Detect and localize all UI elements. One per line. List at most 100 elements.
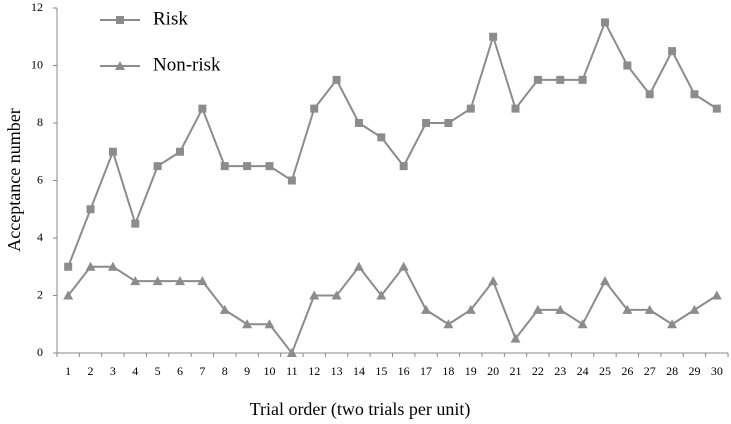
x-tick-label: 29 — [688, 364, 700, 378]
x-tick-label: 20 — [487, 364, 499, 378]
x-tick-label: 10 — [263, 364, 275, 378]
data-point — [422, 119, 431, 127]
x-tick-label: 15 — [375, 364, 387, 378]
data-point — [510, 333, 521, 343]
data-point — [711, 290, 722, 300]
data-point — [85, 261, 96, 271]
x-tick-label: 9 — [244, 364, 250, 378]
y-tick-label: 10 — [31, 57, 43, 71]
data-point — [511, 104, 520, 113]
data-point — [153, 162, 162, 171]
x-tick-label: 19 — [465, 364, 477, 378]
data-point — [354, 119, 363, 127]
y-tick-label: 12 — [31, 0, 43, 14]
x-tick-label: 11 — [286, 364, 298, 378]
series-line — [67, 264, 718, 356]
data-point — [600, 18, 609, 27]
data-point — [465, 304, 476, 314]
data-point — [399, 162, 408, 171]
legend-label: Risk — [153, 8, 188, 29]
data-point — [622, 304, 633, 314]
data-point — [644, 304, 655, 314]
x-tick-label: 16 — [398, 364, 410, 378]
x-tick-label: 4 — [132, 364, 138, 378]
x-tick-label: 27 — [644, 364, 656, 378]
y-tick-label: 4 — [37, 230, 43, 244]
data-point — [198, 104, 207, 113]
data-point — [376, 290, 387, 300]
x-tick-label: 26 — [621, 364, 633, 378]
data-point — [578, 75, 587, 84]
x-tick-label: 13 — [331, 364, 343, 378]
data-point — [152, 276, 163, 286]
x-tick-label: 17 — [420, 364, 432, 378]
data-point — [398, 261, 409, 271]
data-point — [489, 32, 498, 41]
data-point — [533, 75, 542, 84]
data-point — [176, 147, 185, 156]
data-point — [599, 276, 610, 286]
data-point — [197, 276, 208, 286]
data-point — [488, 276, 499, 286]
x-tick-label: 25 — [599, 364, 611, 378]
x-tick-label: 8 — [222, 364, 228, 378]
data-point — [220, 162, 229, 171]
x-tick-label: 6 — [177, 364, 183, 378]
x-tick-label: 23 — [554, 364, 566, 378]
data-point — [421, 304, 432, 314]
x-axis-title: Trial order (two trials per unit) — [250, 399, 471, 420]
data-point — [668, 47, 677, 56]
y-tick-label: 2 — [37, 287, 43, 301]
data-point — [667, 319, 678, 329]
data-point — [108, 147, 117, 156]
data-point — [63, 290, 74, 300]
x-tick-label: 2 — [88, 364, 94, 378]
x-tick-label: 18 — [442, 364, 454, 378]
x-tick-label: 14 — [353, 364, 365, 378]
x-tick-label: 24 — [577, 364, 589, 378]
data-point — [532, 304, 543, 314]
x-tick-label: 28 — [666, 364, 678, 378]
data-point — [219, 304, 230, 314]
y-tick-label: 0 — [37, 345, 43, 359]
data-point — [310, 104, 319, 113]
data-point — [577, 319, 588, 329]
data-point — [265, 162, 274, 171]
data-point — [287, 176, 296, 185]
data-point — [466, 104, 475, 113]
x-tick-label: 3 — [110, 364, 116, 378]
data-point — [175, 276, 186, 286]
x-tick-label: 7 — [199, 364, 205, 378]
data-point — [353, 261, 364, 271]
data-point — [443, 319, 454, 329]
data-point — [444, 119, 453, 127]
data-point — [309, 290, 320, 300]
data-point — [556, 75, 565, 84]
x-tick-label: 12 — [308, 364, 320, 378]
y-axis-title: Acceptance number — [4, 108, 24, 251]
data-point — [623, 61, 632, 70]
data-point — [131, 219, 140, 228]
data-point — [331, 290, 342, 300]
data-point — [243, 162, 252, 171]
legend-label: Non-risk — [153, 54, 221, 75]
data-point — [690, 90, 699, 99]
y-tick-label: 6 — [37, 172, 43, 186]
data-point — [555, 304, 566, 314]
data-point — [264, 319, 275, 329]
x-tick-label: 30 — [711, 364, 723, 378]
x-tick-label: 22 — [532, 364, 544, 378]
data-point — [130, 276, 141, 286]
data-point — [286, 348, 297, 357]
data-point — [645, 90, 654, 99]
data-point — [242, 319, 253, 329]
x-tick-label: 21 — [510, 364, 522, 378]
data-point — [332, 75, 341, 84]
x-tick-label: 1 — [65, 364, 71, 378]
data-point — [712, 104, 721, 113]
data-point — [689, 304, 700, 314]
legend-marker — [115, 61, 125, 70]
data-point — [86, 205, 95, 214]
y-tick-label: 8 — [37, 115, 43, 129]
